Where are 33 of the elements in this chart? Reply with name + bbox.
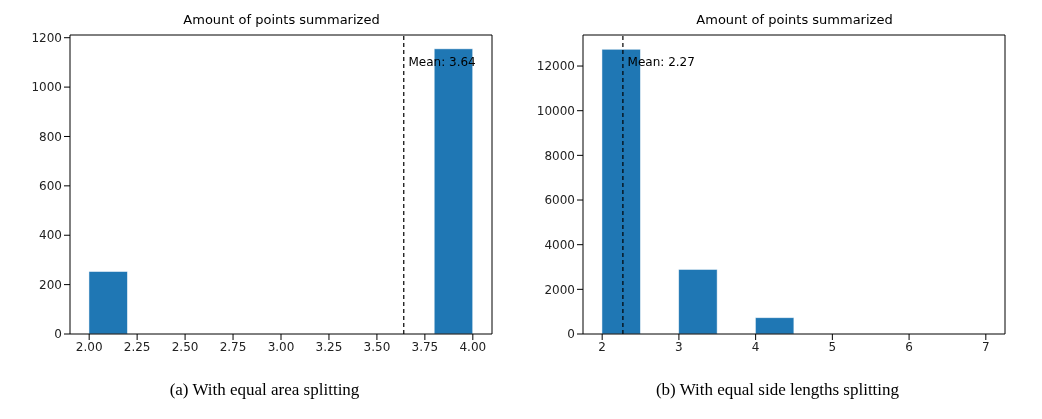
y-tick-label: 400 bbox=[39, 228, 62, 243]
y-tick-label: 2000 bbox=[544, 282, 575, 297]
y-tick-label: 800 bbox=[39, 129, 62, 144]
y-tick-label: 0 bbox=[54, 327, 62, 342]
x-tick-label: 3.00 bbox=[267, 339, 295, 354]
x-tick-label: 7 bbox=[982, 339, 990, 354]
y-tick-label: 0 bbox=[567, 327, 575, 342]
x-tick-label: 4 bbox=[751, 339, 760, 354]
x-tick-label: 5 bbox=[828, 339, 837, 354]
y-tick-label: 6000 bbox=[544, 193, 575, 208]
x-tick-label: 2 bbox=[598, 339, 606, 354]
text: (a) With equal area splitting bbox=[168, 380, 361, 400]
x-tick-label: 4.00 bbox=[459, 339, 487, 354]
x-tick-label: 3 bbox=[675, 339, 683, 354]
y-tick-label: 8000 bbox=[544, 148, 575, 163]
x-tick-label: 3.25 bbox=[315, 339, 343, 354]
x-tick-label: 2.00 bbox=[75, 339, 103, 354]
text: (b) With equal side lengths splitting bbox=[654, 380, 901, 400]
y-tick-label: 10000 bbox=[536, 103, 575, 118]
x-tick-label: 2.25 bbox=[123, 339, 151, 354]
y-tick-label: 1000 bbox=[31, 80, 62, 95]
y-tick-label: 200 bbox=[39, 277, 62, 292]
x-tick-label: 6 bbox=[905, 339, 913, 354]
y-tick-label: 600 bbox=[39, 179, 62, 194]
y-tick-label: 12000 bbox=[536, 59, 575, 74]
x-tick-label: 3.75 bbox=[411, 339, 439, 354]
y-tick-label: 4000 bbox=[544, 237, 575, 252]
x-tick-label: 3.50 bbox=[363, 339, 391, 354]
y-tick-label: 1200 bbox=[31, 30, 62, 45]
x-tick-label: 2.75 bbox=[219, 339, 247, 354]
chart-title: Amount of points summarized bbox=[695, 12, 894, 27]
x-tick-label: 2.50 bbox=[171, 339, 199, 354]
chart-title: Amount of points summarized bbox=[182, 12, 381, 27]
